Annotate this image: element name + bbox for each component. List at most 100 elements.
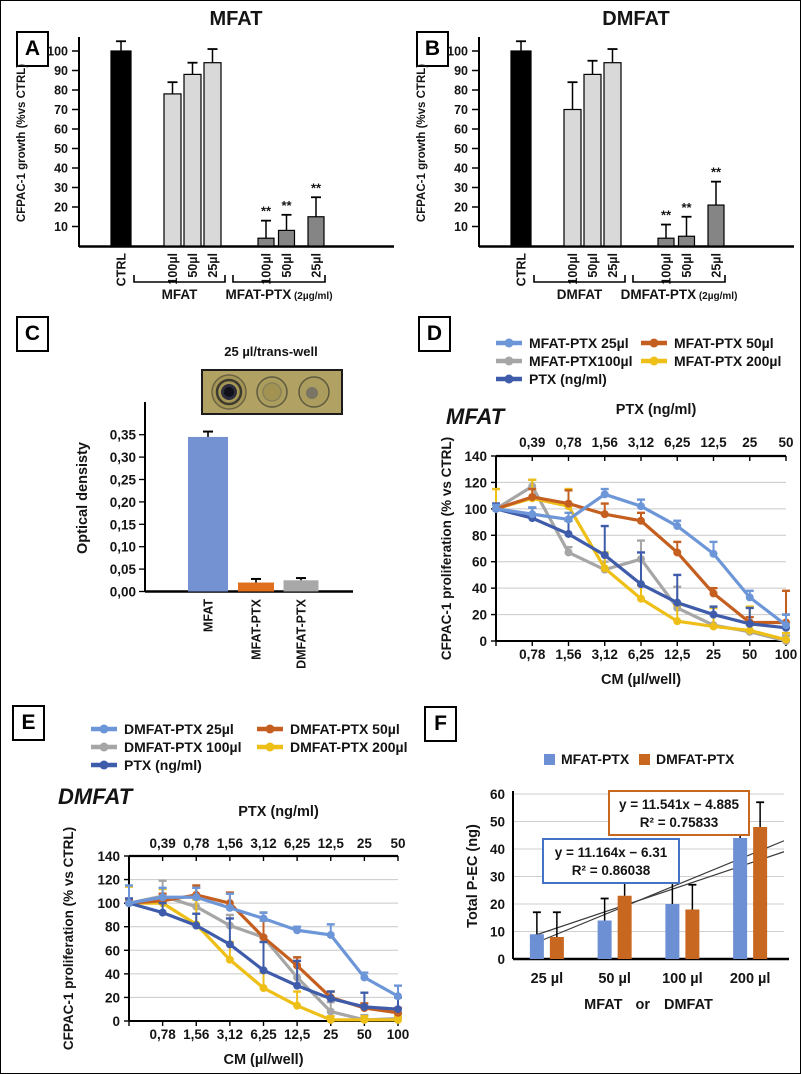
svg-text:100: 100 [447, 45, 468, 59]
svg-text:0: 0 [497, 952, 505, 967]
svg-text:60: 60 [54, 123, 68, 137]
svg-text:R² = 0.75833: R² = 0.75833 [640, 815, 719, 830]
svg-text:R² = 0.86038: R² = 0.86038 [572, 863, 651, 878]
svg-text:50: 50 [490, 815, 505, 830]
svg-text:MFAT-PTX 200µl: MFAT-PTX 200µl [674, 353, 781, 369]
svg-text:**: ** [681, 200, 692, 215]
svg-text:25µl: 25µl [606, 253, 620, 278]
svg-text:12,5: 12,5 [284, 1027, 311, 1042]
svg-text:80: 80 [472, 528, 487, 543]
svg-text:0,35: 0,35 [110, 428, 137, 443]
svg-text:20: 20 [454, 201, 468, 215]
svg-text:70: 70 [54, 103, 68, 117]
svg-text:50µl: 50µl [586, 253, 600, 278]
svg-text:140: 140 [97, 849, 120, 864]
svg-text:100: 100 [387, 1027, 410, 1042]
svg-text:**: ** [661, 208, 672, 223]
svg-text:50: 50 [390, 836, 405, 851]
svg-text:**: ** [261, 204, 272, 219]
svg-text:DMFAT-PTX 25µl: DMFAT-PTX 25µl [124, 721, 234, 737]
panel-label-c: C [16, 316, 49, 352]
svg-text:100µl: 100µl [566, 253, 580, 285]
svg-text:0: 0 [479, 634, 487, 649]
svg-text:y = 11.164x − 6.31: y = 11.164x − 6.31 [555, 845, 668, 860]
svg-text:60: 60 [105, 943, 120, 958]
svg-text:MFAT-PTX 50µl: MFAT-PTX 50µl [674, 335, 774, 351]
svg-text:CFPAC-1 proliferation (% vs CT: CFPAC-1 proliferation (% vs CTRL) [439, 437, 454, 660]
svg-text:**: ** [711, 165, 722, 180]
svg-text:DMFAT-PTX 100µl: DMFAT-PTX 100µl [124, 739, 242, 755]
svg-text:3,12: 3,12 [217, 1027, 243, 1042]
svg-text:40: 40 [454, 162, 468, 176]
svg-text:30: 30 [490, 870, 505, 885]
svg-text:**: ** [281, 198, 292, 213]
svg-text:6,25: 6,25 [664, 435, 691, 450]
svg-text:0,00: 0,00 [110, 585, 136, 600]
panel-b-bar-chart: DMFAT 10 20 30 40 50 60 70 80 90 100 CFPAC-1 growth… [416, 8, 794, 302]
svg-text:PTX (ng/ml): PTX (ng/ml) [238, 804, 319, 820]
svg-text:30: 30 [454, 181, 468, 195]
svg-text:50: 50 [54, 142, 68, 156]
svg-text:0,39: 0,39 [519, 435, 545, 450]
svg-text:30: 30 [54, 181, 68, 195]
svg-text:140: 140 [464, 449, 487, 464]
svg-text:10: 10 [454, 220, 468, 234]
transwell-caption: 25 µl/trans-well [224, 344, 318, 359]
svg-text:100µl: 100µl [260, 253, 274, 285]
svg-text:0,10: 0,10 [110, 540, 136, 555]
svg-text:100 µl: 100 µl [662, 971, 703, 987]
svg-text:0,39: 0,39 [149, 836, 175, 851]
svg-text:6,25: 6,25 [250, 1027, 277, 1042]
svg-text:40: 40 [105, 967, 120, 982]
svg-text:100µl: 100µl [660, 253, 674, 285]
svg-text:100: 100 [47, 45, 68, 59]
panel-label-d: D [418, 316, 451, 352]
svg-text:25µl: 25µl [206, 253, 220, 278]
svg-text:MFAT-PTX100µl: MFAT-PTX100µl [529, 353, 633, 369]
svg-text:20: 20 [472, 608, 487, 623]
svg-text:CFPAC-1 proliferation (% vs CT: CFPAC-1 proliferation (% vs CTRL) [61, 827, 76, 1050]
svg-text:50µl: 50µl [280, 253, 294, 278]
svg-text:Total P-EC (ng): Total P-EC (ng) [465, 824, 481, 928]
svg-text:6,25: 6,25 [284, 836, 311, 851]
svg-text:1,56: 1,56 [592, 435, 619, 450]
svg-text:CFPAC-1 growth (%vs CTRL): CFPAC-1 growth (%vs CTRL) [416, 64, 428, 222]
svg-text:MFAT-PTX: MFAT-PTX [561, 751, 630, 767]
svg-text:120: 120 [464, 475, 487, 490]
panel-c-bar-chart: 0,00 0,05 0,10 0,15 0,20 0,25 0,30 0,35 Optical … [75, 369, 353, 669]
svg-text:50µl: 50µl [186, 253, 200, 278]
svg-text:0: 0 [112, 1014, 120, 1029]
svg-text:DMFAT-PTX: DMFAT-PTX [656, 751, 735, 767]
svg-text:40: 40 [472, 581, 487, 596]
svg-text:CTRL: CTRL [515, 253, 529, 287]
svg-text:MFAT: MFAT [162, 287, 198, 302]
svg-text:DMFAT-PTX (2µg/ml): DMFAT-PTX (2µg/ml) [621, 287, 738, 302]
svg-text:CM (µl/well): CM (µl/well) [223, 1052, 303, 1068]
svg-text:40: 40 [54, 162, 68, 176]
svg-text:y = 11.541x − 4.885: y = 11.541x − 4.885 [619, 797, 740, 812]
svg-text:25: 25 [742, 435, 758, 450]
svg-text:25 µl: 25 µl [531, 971, 564, 987]
svg-text:MFAT: MFAT [202, 599, 216, 632]
svg-text:100: 100 [464, 502, 487, 517]
svg-text:CM (µl/well): CM (µl/well) [601, 672, 681, 688]
svg-text:3,12: 3,12 [592, 647, 618, 662]
svg-text:MFAT: MFAT [446, 404, 506, 429]
svg-text:25: 25 [706, 647, 722, 662]
svg-text:6,25: 6,25 [628, 647, 655, 662]
panel-a-bar-chart: MFAT 10 20 30 40 50 60 70 80 90 100 CFPAC-1 growth … [16, 8, 394, 302]
svg-text:40: 40 [490, 842, 505, 857]
svg-text:DMFAT: DMFAT [58, 784, 134, 809]
svg-text:10: 10 [490, 925, 505, 940]
svg-text:PTX (ng/ml): PTX (ng/ml) [616, 402, 697, 418]
svg-text:1,56: 1,56 [555, 647, 582, 662]
svg-text:0,78: 0,78 [519, 647, 546, 662]
svg-text:50: 50 [454, 142, 468, 156]
svg-text:Optical densisty: Optical densisty [75, 442, 91, 554]
svg-text:DMFAT: DMFAT [557, 287, 603, 302]
svg-text:1,56: 1,56 [217, 836, 244, 851]
panel-label-e: E [12, 705, 45, 741]
svg-text:0,30: 0,30 [110, 450, 136, 465]
svg-text:12,5: 12,5 [664, 647, 691, 662]
